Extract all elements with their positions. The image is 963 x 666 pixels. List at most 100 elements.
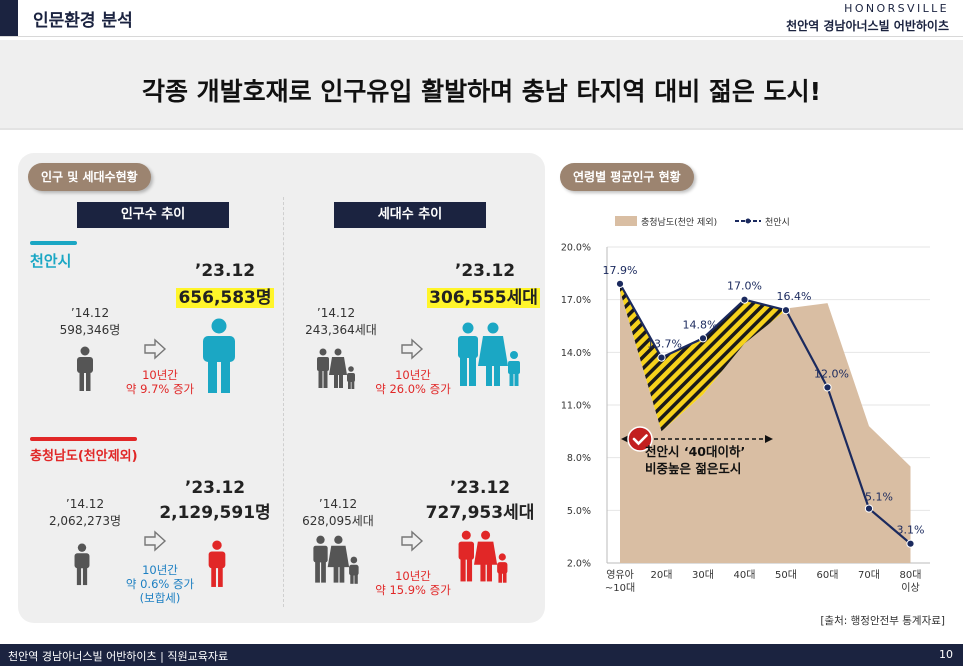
cheonan-hh-start-date: ’14.12 bbox=[316, 306, 356, 320]
arrow-head-right bbox=[765, 435, 773, 443]
y-tick-label: 11.0% bbox=[561, 401, 591, 412]
cheonan-accent-bar bbox=[30, 241, 77, 245]
right-arrow-icon bbox=[401, 530, 424, 552]
growth-note: (보합세) bbox=[139, 591, 181, 605]
cheonan-data-point bbox=[864, 504, 874, 513]
brand-name-english: HONORSVILLE bbox=[844, 2, 949, 15]
cheonan-data-label: 14.8% bbox=[683, 318, 718, 331]
chungnam-hh-growth: 10년간 약 15.9% 증가 bbox=[358, 569, 468, 597]
growth-rate: 약 26.0% 증가 bbox=[375, 382, 451, 396]
cheonan-pop-end-value: 656,583명 bbox=[176, 288, 274, 308]
growth-rate: 약 9.7% 증가 bbox=[125, 382, 195, 396]
callout-line-2: 비중높은 젊은도시 bbox=[645, 461, 741, 476]
chungnam-accent-bar bbox=[30, 437, 137, 441]
section-title: 인문환경 분석 bbox=[33, 11, 133, 31]
panel-divider bbox=[283, 197, 284, 607]
cheonan-data-point bbox=[698, 334, 708, 343]
cheonan-data-point bbox=[615, 279, 625, 288]
x-tick-label: 이상 bbox=[901, 582, 919, 594]
cheonan-region-label: 천안시 bbox=[30, 252, 72, 270]
cheonan-data-point bbox=[740, 295, 749, 304]
growth-rate: 약 0.6% 증가 bbox=[125, 577, 195, 591]
population-household-pill: 인구 및 세대수현황 bbox=[28, 163, 151, 191]
cheonan-line-series bbox=[619, 283, 912, 545]
chungnam-pop-end-value: 2,129,591명 bbox=[159, 503, 271, 523]
cheonan-pop-growth: 10년간 약 9.7% 증가 bbox=[105, 368, 215, 396]
family-icon-small-gray bbox=[317, 348, 355, 389]
chungnam-pop-start-value: 2,062,273명 bbox=[48, 514, 122, 528]
cheonan-pop-start-value: 598,346명 bbox=[59, 323, 121, 337]
callout-line-1: 천안시 ‘40대이하’ bbox=[645, 444, 745, 459]
y-tick-label: 2.0% bbox=[567, 559, 591, 570]
cheonan-data-label: 17.9% bbox=[603, 264, 638, 277]
person-icon-small-gray bbox=[74, 543, 90, 586]
cheonan-data-label: 5.1% bbox=[865, 491, 893, 504]
cheonan-data-point bbox=[823, 383, 832, 392]
cheonan-data-point bbox=[781, 306, 791, 315]
right-arrow-icon bbox=[144, 338, 167, 360]
headline-band: 각종 개발호재로 인구유입 활발하며 충남 타지역 대비 젊은 도시! bbox=[0, 40, 963, 130]
cheonan-hh-growth: 10년간 약 26.0% 증가 bbox=[358, 368, 468, 396]
chungnam-region-label: 충청남도(천안제외) bbox=[30, 449, 138, 464]
cheonan-pop-end-value-wrap: 656,583명 bbox=[170, 283, 280, 308]
household-trend-header: 세대수 추이 bbox=[334, 202, 486, 228]
data-source: [출처: 행정안전부 통계자료] bbox=[820, 615, 945, 627]
chungnam-area-series bbox=[620, 290, 911, 563]
cheonan-data-point bbox=[657, 353, 666, 362]
x-tick-label: 60대 bbox=[817, 569, 839, 581]
legend-swatch-area bbox=[615, 216, 637, 226]
chungnam-hh-start-value: 628,095세대 bbox=[302, 514, 374, 528]
y-tick-label: 20.0% bbox=[561, 243, 591, 254]
page-headline: 각종 개발호재로 인구유입 활발하며 충남 타지역 대비 젊은 도시! bbox=[141, 77, 822, 106]
y-tick-label: 17.0% bbox=[561, 295, 591, 306]
cheonan-hh-end-value-wrap: 306,555세대 bbox=[426, 283, 541, 308]
cheonan-data-label: 16.4% bbox=[777, 290, 812, 303]
cheonan-data-label: 13.7% bbox=[647, 338, 682, 351]
chungnam-pop-end-date: ’23.12 bbox=[184, 478, 246, 498]
y-tick-label: 8.0% bbox=[567, 453, 591, 464]
person-icon-red bbox=[208, 540, 226, 587]
growth-period: 10년간 bbox=[142, 368, 178, 382]
growth-rate: 약 15.9% 증가 bbox=[375, 583, 451, 597]
x-tick-label: ~10대 bbox=[605, 582, 635, 594]
growth-period: 10년간 bbox=[395, 569, 431, 583]
cheonan-data-point bbox=[906, 539, 915, 548]
x-tick-label: 40대 bbox=[734, 569, 756, 581]
cheonan-advantage-hatch bbox=[620, 283, 786, 432]
cheonan-pop-start-date: ’14.12 bbox=[70, 306, 110, 320]
chungnam-hh-end-value: 727,953세대 bbox=[425, 503, 535, 523]
family-icon-large-teal bbox=[458, 322, 520, 386]
x-tick-label: 20대 bbox=[651, 569, 673, 581]
header-divider bbox=[0, 36, 963, 37]
growth-period: 10년간 bbox=[395, 368, 431, 382]
y-tick-label: 14.0% bbox=[561, 348, 591, 359]
legend-label: 천안시 bbox=[765, 217, 790, 228]
population-trend-header: 인구수 추이 bbox=[77, 202, 229, 228]
person-icon-large-teal bbox=[203, 318, 235, 393]
x-tick-label: 70대 bbox=[858, 569, 880, 581]
check-mark-icon bbox=[632, 434, 648, 446]
cheonan-hh-end-value: 306,555세대 bbox=[427, 288, 540, 308]
population-household-panel bbox=[18, 153, 545, 623]
x-tick-label: 30대 bbox=[692, 569, 714, 581]
chungnam-pop-growth: 10년간 약 0.6% 증가 (보합세) bbox=[105, 563, 215, 605]
legend-label: 충청남도(천안 제외) bbox=[641, 216, 717, 228]
chungnam-hh-end-date: ’23.12 bbox=[449, 478, 511, 498]
cheonan-hh-end-date: ’23.12 bbox=[454, 261, 516, 281]
cheonan-data-label: 3.1% bbox=[897, 524, 925, 537]
legend-swatch-point bbox=[745, 218, 751, 224]
brand-name-korean: 천안역 경남아너스빌 어반하이츠 bbox=[786, 19, 949, 33]
growth-period: 10년간 bbox=[142, 563, 178, 577]
chungnam-hh-start-date: ’14.12 bbox=[318, 497, 358, 511]
cheonan-data-label: 12.0% bbox=[814, 367, 849, 380]
family-icon-medium-gray bbox=[313, 535, 359, 584]
right-arrow-icon bbox=[401, 338, 424, 360]
age-distribution-chart: 충청남도(천안 제외) 천안시 17.9% 13.7%14.8% 17.0% 16.4%… bbox=[561, 216, 930, 594]
footer-text: 천안역 경남아너스빌 어반하이츠 | 직원교육자료 bbox=[8, 650, 229, 663]
person-icon-small-gray bbox=[77, 346, 93, 391]
cheonan-hh-start-value: 243,364세대 bbox=[305, 323, 377, 337]
check-badge-icon bbox=[627, 426, 653, 452]
x-tick-label: 50대 bbox=[775, 569, 797, 581]
header-accent-bar bbox=[0, 0, 18, 36]
x-tick-label: 80대 bbox=[900, 569, 922, 581]
